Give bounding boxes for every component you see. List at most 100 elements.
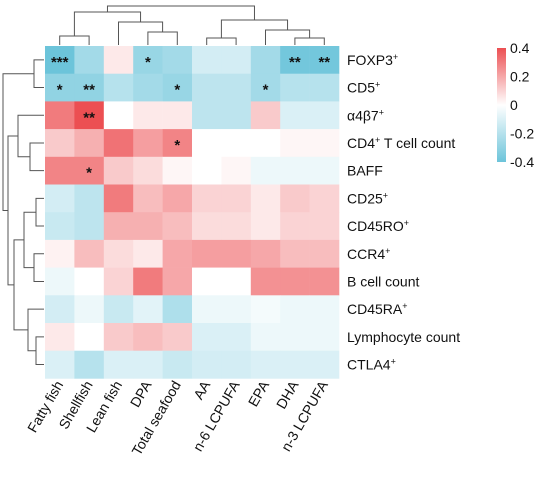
significance-mark: ** (318, 54, 330, 71)
heatmap-cell (192, 267, 222, 296)
heatmap-cell (103, 267, 134, 296)
heatmap-cells (45, 46, 340, 379)
heatmap-cell (280, 239, 310, 268)
heatmap-cell (45, 239, 75, 268)
heatmap-cell (103, 350, 134, 379)
heatmap-cell (309, 239, 340, 268)
significance-mark: * (57, 82, 63, 99)
significance-mark: ** (289, 54, 301, 71)
heatmap-cell (133, 212, 163, 241)
heatmap-cell (280, 129, 310, 158)
dendrogram-branch (73, 11, 142, 36)
heatmap-cell (74, 323, 105, 351)
column-dendrogram (59, 5, 325, 45)
heatmap-cell (192, 73, 222, 102)
dendrogram-branch (2, 73, 34, 211)
legend-tick-label: 0.2 (510, 69, 530, 85)
heatmap-cell (74, 295, 105, 324)
heatmap-cell (45, 212, 75, 241)
heatmap-cell (45, 267, 75, 296)
heatmap-cell (192, 101, 222, 130)
heatmap-cell (280, 350, 310, 379)
significance-mark: * (174, 137, 180, 154)
heatmap-cell (250, 350, 281, 379)
dendrogram-branch (294, 37, 325, 45)
heatmap-cell (45, 295, 75, 324)
heatmap-cell (309, 73, 340, 102)
heatmap-cell (103, 323, 134, 351)
heatmap-cell (133, 156, 163, 185)
heatmap-cell (162, 129, 193, 158)
heatmap-cell (74, 184, 105, 213)
heatmap-cell (192, 295, 222, 324)
heatmap-cell (162, 323, 193, 351)
dendrogram-branch (59, 35, 90, 45)
row-label: CTLA4+ (347, 357, 396, 373)
heatmap-cell (221, 267, 252, 296)
heatmap-cell (45, 46, 75, 74)
heatmap-cell (192, 129, 222, 158)
heatmap-cell (309, 295, 340, 324)
heatmap-cell (45, 156, 75, 185)
heatmap-cell (280, 156, 310, 185)
heatmap-cell (221, 73, 252, 102)
dendrogram-branch (35, 197, 44, 227)
heatmap-cell (133, 184, 163, 213)
significance-mark: ** (83, 82, 95, 99)
heatmap-cell (162, 73, 193, 102)
heatmap-cell (74, 212, 105, 241)
heatmap-cell (133, 129, 163, 158)
heatmap-cell (192, 350, 222, 379)
heatmap-cell (162, 267, 193, 296)
heatmap-cell (192, 323, 222, 351)
dendrogram-branch (33, 59, 44, 89)
row-label: α4β7+ (347, 107, 384, 123)
heatmap-cell (280, 212, 310, 241)
heatmap-cell (103, 156, 134, 185)
dendrogram-branch (13, 239, 28, 331)
heatmap-cell (250, 73, 281, 102)
column-label: AA (190, 377, 214, 402)
heatmap-cell (103, 239, 134, 268)
legend-tick-label: 0 (510, 97, 518, 113)
heatmap-cell (250, 101, 281, 130)
dendrogram-branch (106, 5, 255, 20)
heatmap-cell (133, 267, 163, 296)
heatmap-cell (133, 350, 163, 379)
heatmap-cell (250, 212, 281, 241)
significance-marks: *** * ** *** ** * ***** (51, 54, 330, 182)
heatmap-cell (74, 156, 105, 185)
row-label: CCR4+ (347, 246, 390, 262)
heatmap-cell (162, 295, 193, 324)
heatmap-cell (221, 295, 252, 324)
heatmap-cell (103, 295, 134, 324)
heatmap-cell (221, 101, 252, 130)
heatmap-cell (162, 184, 193, 213)
heatmap-cell (103, 212, 134, 241)
row-labels: FOXP3+ CD5+ α4β7+ CD4+ T cell count BAFF CD25… (347, 52, 460, 373)
significance-mark: ** (83, 109, 95, 126)
heatmap-cell (74, 101, 105, 130)
heatmap-cell (162, 239, 193, 268)
heatmap-cell (250, 295, 281, 324)
significance-mark: * (145, 54, 151, 71)
row-label: BAFF (347, 163, 383, 179)
heatmap-cell (45, 184, 75, 213)
heatmap-cell (280, 184, 310, 213)
heatmap-cell (309, 212, 340, 241)
heatmap-cell (309, 184, 340, 213)
heatmap-cell (309, 350, 340, 379)
heatmap-cell (250, 239, 281, 268)
heatmap-cell (309, 267, 340, 296)
heatmap-cell (309, 323, 340, 351)
heatmap-cell (133, 323, 163, 351)
heatmap-cell (74, 350, 105, 379)
heatmap-cell (162, 101, 193, 130)
heatmap-cell (309, 129, 340, 158)
row-label: CD4+ T cell count (347, 135, 455, 151)
heatmap-cell (309, 46, 340, 74)
color-bar (497, 48, 506, 162)
dendrogram-branch (17, 114, 44, 158)
